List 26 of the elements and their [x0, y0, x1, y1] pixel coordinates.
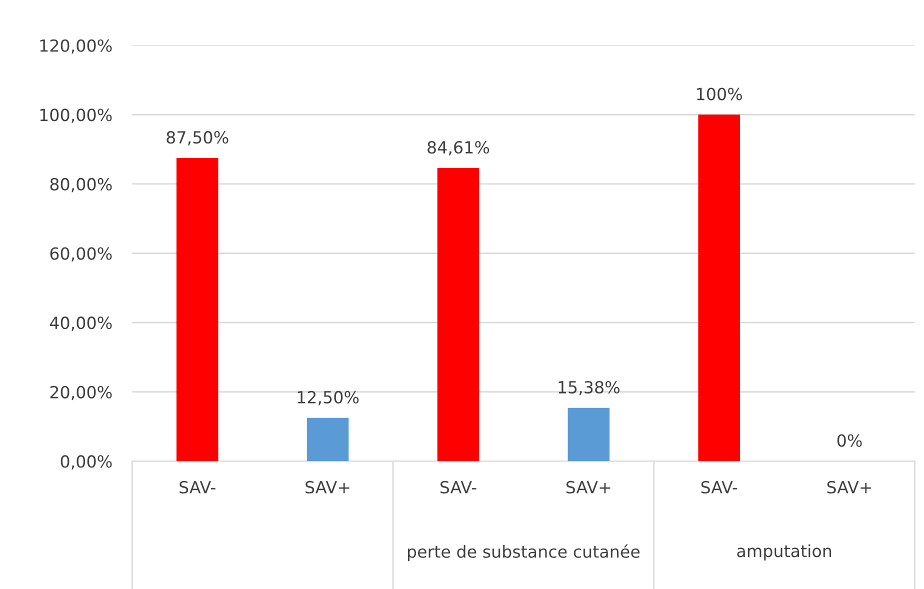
x-tick-label: SAV+ [566, 480, 610, 494]
y-tick-label: 80,00% [50, 178, 112, 192]
data-label: 87,50% [166, 131, 228, 146]
x-tick-label: SAV+ [827, 480, 872, 494]
y-tick-label: 100,00% [40, 108, 112, 123]
text: perte de substance cutanée [408, 544, 640, 562]
data-label: 84,61% [428, 141, 490, 156]
bar [306, 418, 349, 462]
bar [176, 158, 218, 462]
bar [437, 168, 480, 462]
y-tick-label: 60,00% [50, 247, 112, 262]
y-tick-label: 20,00% [50, 386, 112, 400]
y-tick-label: 40,00% [50, 316, 112, 331]
text: amputation [737, 544, 832, 560]
y-tick-label: 120,00% [40, 39, 112, 54]
data-label: 15,38% [558, 380, 620, 396]
x-tick-label: SAV- [180, 480, 216, 494]
x-tick-label: SAV+ [306, 480, 350, 494]
bar [698, 114, 740, 462]
x-tick-label: SAV- [440, 480, 476, 494]
data-label: 12,50% [298, 390, 359, 406]
y-tick-label: 0,00% [60, 455, 112, 470]
data-label: 0% [837, 434, 862, 447]
x-tick-label: SAV- [701, 480, 738, 494]
bar [568, 408, 610, 462]
data-label: 100% [697, 88, 742, 100]
